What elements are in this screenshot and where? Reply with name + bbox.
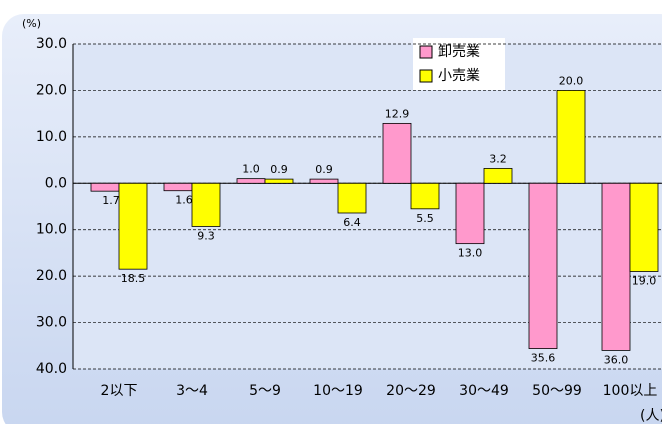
data-label: 1.0 [242, 163, 260, 176]
bar [118, 182, 148, 270]
y-tick-label: 30.0 [36, 36, 67, 52]
data-label: 13.0 [458, 247, 483, 260]
bar [236, 178, 266, 184]
y-tick-label: 20.0 [36, 82, 67, 98]
x-tick-label: 50～99 [532, 383, 582, 399]
bar [264, 178, 294, 184]
bar [556, 90, 586, 184]
y-tick-label: 0.0 [45, 175, 67, 191]
bar [629, 182, 659, 272]
y-axis-label: (%) [22, 17, 41, 30]
data-label: 1.6 [175, 194, 193, 207]
data-label: 35.6 [531, 352, 556, 365]
data-label: 19.0 [632, 275, 657, 288]
data-label: 1.7 [102, 194, 120, 207]
y-tick-label: 10.0 [36, 129, 67, 145]
legend-swatch [419, 45, 433, 59]
data-label: 12.9 [385, 107, 410, 120]
y-tick-label: 40.0 [36, 361, 67, 377]
data-label: 9.3 [197, 229, 215, 242]
bar [601, 182, 631, 351]
data-label: 6.4 [343, 216, 361, 229]
y-tick-label: 20.0 [36, 268, 67, 284]
bar [410, 182, 440, 210]
data-label: 0.9 [270, 163, 288, 176]
y-tick-label: 30.0 [36, 315, 67, 331]
bar [90, 182, 120, 192]
data-label: 5.5 [416, 212, 434, 225]
data-label: 3.2 [489, 152, 507, 165]
x-tick-label: 100以上 [603, 383, 658, 399]
x-tick-label: 20～29 [386, 383, 436, 399]
bar [528, 182, 558, 349]
bar [337, 182, 367, 214]
data-label: 0.9 [315, 163, 333, 176]
data-label: 18.5 [121, 272, 146, 285]
x-tick-label: 5～9 [249, 383, 281, 399]
y-tick-label: 10.0 [36, 222, 67, 238]
x-tick-label: 2以下 [101, 383, 138, 399]
x-tick-label: 10～19 [313, 383, 363, 399]
bar [163, 182, 193, 192]
x-axis-label: (人) [640, 408, 662, 424]
legend-label: 小売業 [438, 68, 480, 84]
bar [483, 168, 513, 184]
bar [455, 182, 485, 245]
x-tick-label: 30～49 [459, 383, 509, 399]
bar [191, 182, 221, 227]
legend-label: 卸売業 [438, 44, 480, 60]
data-label: 36.0 [604, 353, 629, 366]
legend-swatch [419, 69, 433, 83]
data-label: 20.0 [559, 74, 584, 87]
x-tick-label: 3～4 [176, 383, 208, 399]
bar [382, 122, 412, 184]
bar [309, 178, 339, 184]
